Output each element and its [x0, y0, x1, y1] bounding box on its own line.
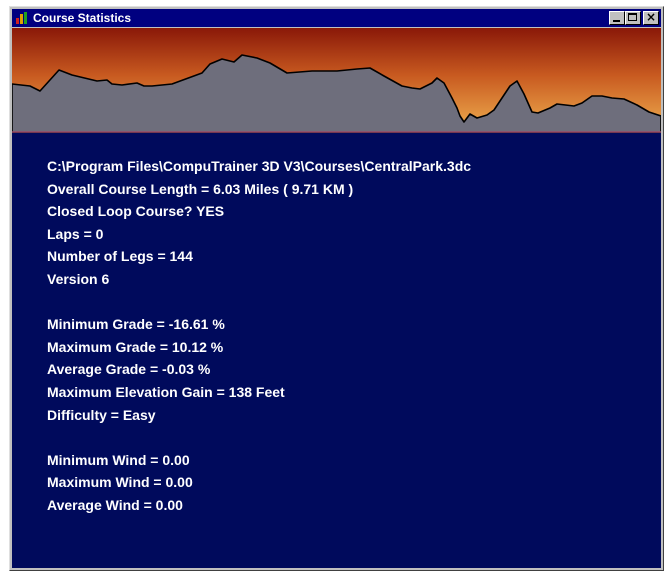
closed-loop: Closed Loop Course? YES [47, 203, 225, 220]
maximum-grade: Maximum Grade = 10.12 % [47, 338, 224, 355]
course-length: Overall Course Length = 6.03 Miles ( 9.7… [47, 180, 354, 197]
course-statistics-window: Course Statistics × [9, 6, 664, 571]
maximize-button[interactable] [625, 11, 641, 25]
maximize-icon [628, 13, 637, 21]
spacer [47, 291, 471, 314]
version: Version 6 [47, 270, 110, 287]
close-button[interactable]: × [643, 10, 659, 25]
elevation-profile [12, 28, 661, 133]
maximum-wind: Maximum Wind = 0.00 [47, 474, 193, 491]
maximum-elevation-gain: Maximum Elevation Gain = 138 Feet [47, 383, 285, 400]
minimum-grade: Minimum Grade = -16.61 % [47, 316, 225, 333]
minimize-icon [613, 20, 620, 22]
app-icon [15, 11, 29, 25]
statistics-text: C:\Program Files\CompuTrainer 3D V3\Cour… [47, 155, 471, 517]
spacer [47, 426, 471, 449]
profile-terrain [12, 54, 661, 133]
number-of-legs: Number of Legs = 144 [47, 248, 193, 265]
average-grade: Average Grade = -0.03 % [47, 361, 211, 378]
laps: Laps = 0 [47, 225, 104, 242]
minimize-button[interactable] [609, 11, 625, 25]
window-title: Course Statistics [33, 11, 132, 25]
minimum-wind: Minimum Wind = 0.00 [47, 451, 190, 468]
file-path: C:\Program Files\CompuTrainer 3D V3\Cour… [47, 158, 472, 174]
statistics-panel: C:\Program Files\CompuTrainer 3D V3\Cour… [12, 28, 661, 568]
window-controls: × [609, 10, 659, 25]
title-bar[interactable]: Course Statistics × [12, 9, 661, 27]
close-icon: × [645, 10, 657, 24]
difficulty: Difficulty = Easy [47, 406, 156, 423]
average-wind: Average Wind = 0.00 [47, 496, 183, 513]
